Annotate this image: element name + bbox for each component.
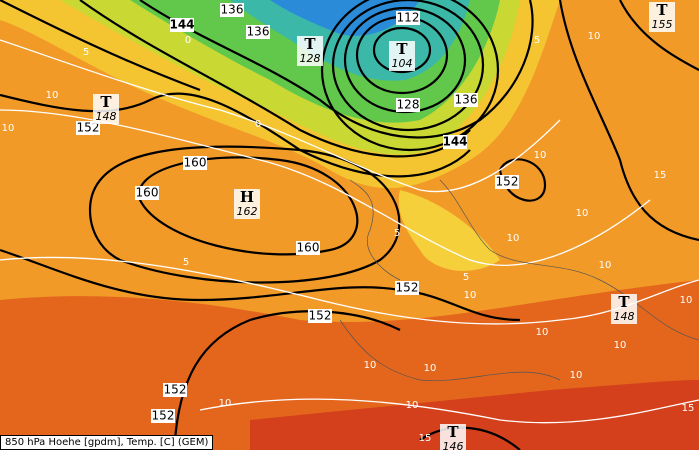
contour-label-bg [76, 121, 100, 135]
isotherm-label: 10 [406, 400, 419, 411]
isotherm-label: 10 [534, 150, 547, 161]
isotherm-label: 10 [464, 290, 477, 301]
center-letter: T [100, 93, 112, 111]
contour-label-bg [395, 281, 419, 295]
center-value: 155 [652, 18, 673, 31]
contour-label: 160 [184, 156, 207, 170]
contour-label: 152 [396, 281, 419, 295]
isotherm-label: 10 [507, 233, 520, 244]
center-letter: T [396, 40, 408, 58]
isotherm-label: 10 [46, 90, 59, 101]
isotherm-label: 10 [614, 340, 627, 351]
center-bg [440, 424, 466, 450]
isotherm-label: 10 [576, 208, 589, 219]
contour-label: 136 [247, 25, 270, 39]
center-bg [611, 294, 637, 324]
center-letter: T [447, 423, 459, 441]
center-value: 148 [96, 110, 117, 123]
isotherm-label: 5 [183, 257, 189, 268]
center-bg [389, 41, 415, 71]
center-value: 162 [237, 205, 258, 218]
contour-label-bg [296, 241, 320, 255]
contour-label-bg [183, 156, 207, 170]
isotherm-label: 0 [255, 119, 261, 130]
center-bg [649, 2, 675, 32]
isotherm-label: 5 [463, 272, 469, 283]
center-letter: T [618, 293, 630, 311]
isotherm-label: 10 [219, 398, 232, 409]
contour-label-bg [220, 3, 244, 17]
contour-label-bg [495, 175, 519, 189]
contour-label: 152 [164, 383, 187, 397]
isotherm-label: 15 [682, 403, 695, 414]
coastlines [339, 179, 699, 382]
isotherm-label: 0 [185, 35, 191, 46]
contour-label: 152 [152, 409, 175, 423]
isotherm-label: 5 [394, 228, 400, 239]
center-value: 104 [392, 57, 413, 70]
isotherm-label: 10 [364, 360, 377, 371]
center-bg [297, 36, 323, 66]
contour-label-bg [308, 309, 332, 323]
isotherm-label: 10 [2, 123, 15, 134]
contour-label-bg [246, 25, 270, 39]
contour-label: 160 [136, 186, 159, 200]
contour-label: 128 [397, 98, 420, 112]
contour-label: 112 [397, 11, 420, 25]
isotherm-label: 5 [534, 35, 540, 46]
isotherm-label: 5 [83, 47, 89, 58]
contour-label-bg [396, 11, 420, 25]
isotherm-label: 10 [570, 370, 583, 381]
contour-label: 152 [309, 309, 332, 323]
contour-label-bg [135, 186, 159, 200]
contour-label-bg [396, 98, 420, 112]
isotherm-label: 15 [654, 170, 667, 181]
contour-label: 144 [442, 135, 467, 149]
center-letter: T [304, 35, 316, 53]
isotherm-label: 10 [424, 363, 437, 374]
caption: 850 hPa Hoehe [gpdm], Temp. [C] (GEM) [0, 435, 214, 450]
center-letter: H [240, 188, 254, 206]
center-value: 148 [614, 310, 635, 323]
isotherm-label: 15 [419, 433, 432, 444]
contour-label: 152 [496, 175, 519, 189]
contour-label: 136 [221, 3, 244, 17]
contour-label-bg [454, 93, 478, 107]
center-value: 146 [443, 440, 464, 450]
isotherm-label: 10 [536, 327, 549, 338]
isotherm-label: 10 [680, 295, 693, 306]
contour-label: 160 [297, 241, 320, 255]
isotherm-label: 10 [599, 260, 612, 271]
cool-area [398, 190, 500, 271]
contour-label: 136 [455, 93, 478, 107]
contour-label-bg [443, 135, 467, 149]
isotherm-label: 10 [588, 31, 601, 42]
contour-label-bg [170, 18, 194, 32]
contour-label-bg [163, 383, 187, 397]
center-letter: T [656, 1, 668, 19]
contour-label-bg [151, 409, 175, 423]
contour-label: 144 [169, 18, 194, 32]
center-value: 128 [300, 52, 321, 65]
center-bg [234, 189, 260, 219]
center-bg [93, 94, 119, 124]
cold-area [270, 0, 420, 36]
